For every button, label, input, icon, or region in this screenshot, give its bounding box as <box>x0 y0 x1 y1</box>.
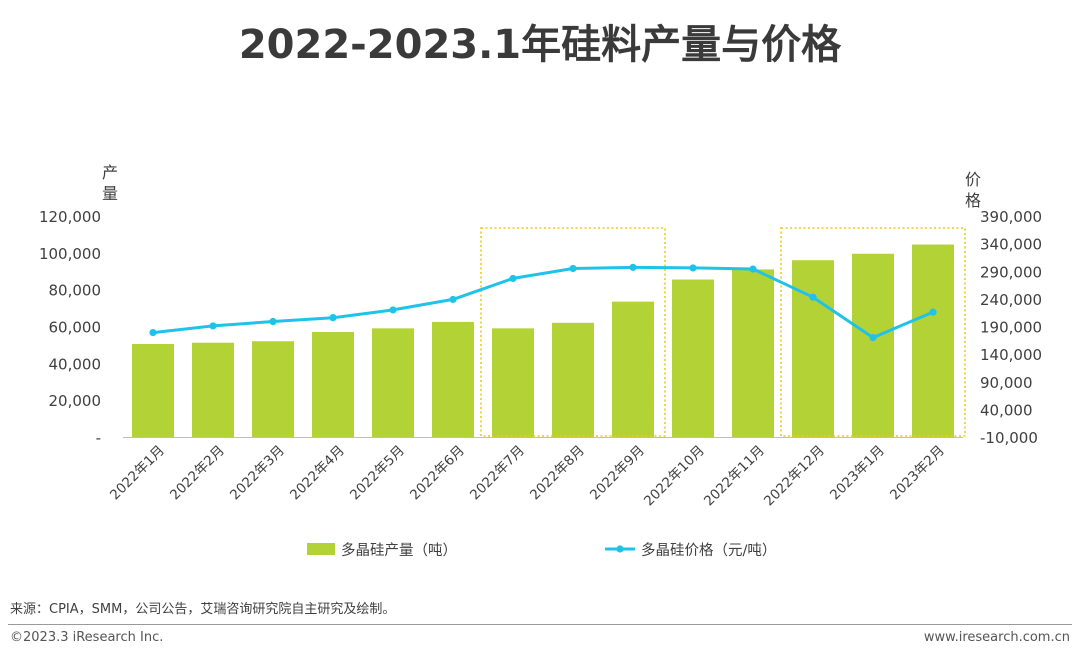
right-tick-label: 190,000 <box>980 319 1042 337</box>
price-point-5 <box>389 306 397 314</box>
copyright: ©2023.3 iResearch Inc. <box>10 630 164 645</box>
bar-7 <box>492 328 534 437</box>
x-tick-label: 2022年7月 <box>467 443 528 504</box>
legend-bar-label: 多晶硅产量（吨） <box>341 542 457 559</box>
x-tick-label: 2023年2月 <box>887 443 948 504</box>
footer-divider <box>8 624 1072 625</box>
price-point-14 <box>929 308 937 316</box>
bar-10 <box>672 279 714 437</box>
bar-14 <box>912 244 954 437</box>
source-note: 来源：CPIA，SMM，公司公告，艾瑞咨询研究院自主研究及绘制。 <box>10 602 396 617</box>
price-point-7 <box>509 274 517 283</box>
x-tick-label: 2022年3月 <box>227 443 288 504</box>
price-point-9 <box>629 263 637 271</box>
bar-13 <box>852 253 894 437</box>
x-tick-label: 2022年9月 <box>587 443 648 504</box>
right-tick-label: 40,000 <box>980 401 1033 419</box>
x-tick-label: 2022年10月 <box>641 443 708 510</box>
highlight-box-2 <box>780 227 966 437</box>
x-tick-label: 2022年1月 <box>107 443 168 504</box>
price-line <box>151 265 935 340</box>
x-tick-label: 2022年6月 <box>407 443 468 504</box>
price-point-11 <box>749 265 757 273</box>
price-point-2 <box>209 322 217 330</box>
left-tick-label: 60,000 <box>49 319 102 337</box>
right-tick-label: 390,000 <box>980 208 1042 226</box>
price-point-12 <box>809 293 817 301</box>
x-tick-label: 2022年12月 <box>761 443 828 510</box>
x-tick-label: 2022年5月 <box>347 443 408 504</box>
price-point-4 <box>329 314 337 322</box>
page-title: 2022-2023.1年硅料产量与价格 <box>238 22 842 68</box>
x-tick-label: 2022年2月 <box>167 443 228 504</box>
right-axis-title: 格 <box>965 191 981 210</box>
right-tick-label: -10,000 <box>980 429 1038 447</box>
price-point-10 <box>689 264 697 272</box>
price-point-8 <box>569 264 577 273</box>
bar-5 <box>372 328 414 437</box>
right-tick-label: 140,000 <box>980 346 1042 364</box>
highlight-box-1 <box>480 227 666 437</box>
left-tick-label: - <box>96 429 101 447</box>
left-tick-label: 40,000 <box>49 355 102 373</box>
left-tick-label: 120,000 <box>39 208 101 226</box>
bar-3 <box>252 341 294 437</box>
right-tick-label: 290,000 <box>980 263 1042 281</box>
bar-2 <box>192 342 234 437</box>
bar-8 <box>552 322 594 437</box>
bar-9 <box>612 301 654 437</box>
legend-line-marker <box>616 545 624 553</box>
chart: - 20,000 40,000 60,000 80,000 100,000 120,000 -… <box>39 163 1042 559</box>
bar-6 <box>432 321 474 437</box>
left-tick-label: 20,000 <box>49 392 102 410</box>
price-point-1 <box>149 328 157 337</box>
right-tick-label: 240,000 <box>980 291 1042 309</box>
bar-4 <box>312 332 354 437</box>
bar-11 <box>732 269 774 437</box>
right-tick-label: 90,000 <box>980 374 1033 392</box>
x-tick-label: 2022年8月 <box>527 443 588 504</box>
left-axis-title: 量 <box>102 184 118 203</box>
price-point-13 <box>869 333 877 342</box>
right-tick-label: 340,000 <box>980 236 1042 254</box>
left-tick-label: 100,000 <box>39 245 101 263</box>
bar-1 <box>132 343 174 437</box>
website-link[interactable]: www.iresearch.com.cn <box>923 630 1070 645</box>
legend-line-label: 多晶硅价格（元/吨） <box>641 542 776 559</box>
price-point-6 <box>449 295 457 304</box>
left-axis-title: 产 <box>102 163 118 182</box>
bar-12 <box>792 260 834 437</box>
x-tick-label: 2022年11月 <box>701 443 768 510</box>
price-point-3 <box>269 317 277 326</box>
x-tick-label: 2022年4月 <box>287 443 348 504</box>
left-tick-label: 80,000 <box>49 282 102 300</box>
right-axis-title: 价 <box>965 170 981 189</box>
legend-bar-swatch <box>307 543 335 555</box>
x-tick-label: 2023年1月 <box>827 443 888 504</box>
